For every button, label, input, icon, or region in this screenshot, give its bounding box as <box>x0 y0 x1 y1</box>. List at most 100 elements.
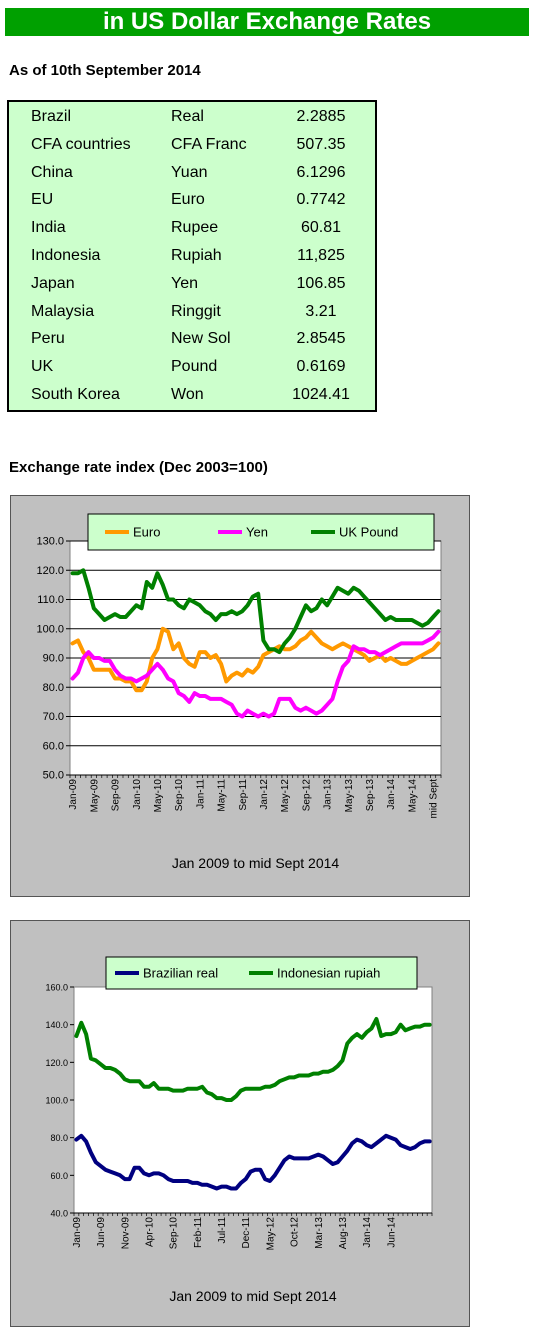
y-tick-label: 80.0 <box>43 682 64 694</box>
rate-value-cell: 106.85 <box>296 274 346 292</box>
rate-value-cell: 1024.41 <box>292 386 350 403</box>
x-tick-label: Sep-09 <box>111 779 122 812</box>
country-cell: Japan <box>31 274 75 292</box>
legend-label: UK Pound <box>339 525 398 540</box>
x-tick-label: Jan-14 <box>362 1217 373 1248</box>
rate-row: China Yuan 6.1296 <box>9 159 375 186</box>
x-tick-label: Aug-13 <box>338 1217 349 1250</box>
rate-value-cell: 507.35 <box>296 135 346 153</box>
currency-cell: CFA Franc <box>171 135 247 153</box>
page-title: in US Dollar Exchange Rates <box>5 8 529 36</box>
x-tick-label: May-13 <box>344 779 355 813</box>
series-line-indonesian-rupiah <box>74 1017 432 1102</box>
y-tick-label: 60.0 <box>43 740 64 752</box>
country-cell: South Korea <box>31 386 120 403</box>
x-tick-label: May-14 <box>407 779 418 813</box>
rate-row: Brazil Real 2.2885 <box>9 103 375 130</box>
index-heading: Exchange rate index (Dec 2003=100) <box>9 459 268 476</box>
x-tick-label: Oct-12 <box>290 1217 301 1247</box>
currency-cell: Rupee <box>171 219 219 237</box>
rate-value-cell: 11,825 <box>297 247 345 264</box>
rate-row: Japan Yen 106.85 <box>9 270 375 297</box>
x-tick-label: Jun-14 <box>386 1217 397 1248</box>
currency-cell: Yuan <box>171 163 208 181</box>
country-cell: Malaysia <box>31 302 95 320</box>
y-tick-label: 70.0 <box>43 711 64 723</box>
x-tick-label: Nov-09 <box>120 1217 131 1250</box>
rate-row: India Rupee 60.81 <box>9 214 375 241</box>
x-axis-label: Jan 2009 to mid Sept 2014 <box>169 1288 337 1304</box>
currency-cell: Won <box>171 386 204 403</box>
y-tick-label: 120.0 <box>45 1058 68 1068</box>
rate-value-cell: 60.81 <box>300 219 342 237</box>
rate-value-cell: 3.21 <box>305 302 337 320</box>
rate-row: Indonesia Rupiah 11,825 <box>9 242 375 269</box>
x-tick-label: Jul-11 <box>217 1217 228 1244</box>
legend-label: Brazilian real <box>143 966 218 981</box>
y-tick-label: 110.0 <box>37 594 64 606</box>
currency-cell: Euro <box>171 191 205 209</box>
x-tick-label: Jan-12 <box>259 779 270 810</box>
rate-row: Peru New Sol 2.8545 <box>9 325 375 352</box>
x-tick-label: Mar-13 <box>314 1217 325 1249</box>
y-tick-label: 60.0 <box>50 1171 68 1181</box>
rate-row: EU Euro 0.7742 <box>9 186 375 213</box>
chart-panel-1: 50.0 60.0 70.0 80.0 90.0 100.0 110.0 120.0 130.0… <box>10 495 470 897</box>
x-tick-label: May-10 <box>153 779 164 813</box>
rate-value-cell: 2.2885 <box>296 108 346 125</box>
country-cell: UK <box>31 358 54 376</box>
country-cell: Indonesia <box>31 247 101 264</box>
country-cell: Brazil <box>31 108 72 125</box>
x-tick-label: Sep-10 <box>169 1217 180 1250</box>
legend-label: Euro <box>133 525 160 540</box>
y-tick-label: 120.0 <box>36 565 64 577</box>
x-tick-label: Apr-10 <box>144 1217 155 1247</box>
exchange-rates-table: Brazil Real 2.2885 CFA countries CFA Franc 50… <box>7 100 377 412</box>
y-tick-label: 140.0 <box>45 1020 68 1030</box>
rate-row: South Korea Won 1024.41 <box>9 381 375 408</box>
y-tick-label: 160.0 <box>45 983 68 993</box>
x-tick-label: May-09 <box>89 779 100 813</box>
x-tick-label: Jan-09 <box>72 1217 83 1248</box>
currency-cell: Rupiah <box>171 247 222 264</box>
rate-row: CFA countries CFA Franc 507.35 <box>9 131 375 158</box>
country-cell: CFA countries <box>31 135 131 153</box>
x-tick-label: Jan-13 <box>323 779 334 810</box>
currency-cell: Ringgit <box>171 302 221 320</box>
x-tick-label: Jan-11 <box>195 779 206 809</box>
x-tick-label: Sep-13 <box>365 779 376 812</box>
rate-value-cell: 2.8545 <box>296 330 346 348</box>
country-cell: EU <box>31 191 54 209</box>
x-tick-label: Dec-11 <box>241 1217 252 1249</box>
y-tick-label: 100.0 <box>45 1096 68 1106</box>
country-cell: China <box>31 163 73 181</box>
legend-label: Yen <box>246 525 268 540</box>
currency-cell: Real <box>171 108 204 125</box>
series-line-uk-pound <box>70 568 441 655</box>
x-tick-label: Jun-09 <box>96 1217 107 1248</box>
x-tick-label: Sep-12 <box>301 779 312 812</box>
x-tick-label: May-11 <box>217 779 228 812</box>
country-cell: Peru <box>31 330 65 348</box>
emerging-currency-index-chart: 40.0 60.0 80.0 100.0 120.0 140.0 160.0 Jan-09 Ju… <box>45 956 433 1304</box>
currency-cell: Yen <box>171 274 198 292</box>
rate-row: Malaysia Ringgit 3.21 <box>9 298 375 325</box>
y-tick-label: 50.0 <box>43 770 64 782</box>
country-cell: India <box>31 219 66 237</box>
legend-box <box>87 513 435 551</box>
x-tick-label: mid Sept <box>429 779 440 819</box>
x-tick-label: Jan-14 <box>386 779 397 810</box>
rate-value-cell: 6.1296 <box>296 163 346 181</box>
y-tick-label: 130.0 <box>36 536 64 548</box>
as-of-date: As of 10th September 2014 <box>9 62 201 79</box>
currency-cell: Pound <box>171 358 218 376</box>
x-tick-label: Jan-10 <box>132 779 143 810</box>
rate-row: UK Pound 0.6169 <box>9 353 375 380</box>
exchange-rate-index-chart: 50.0 60.0 70.0 80.0 90.0 100.0 110.0 120.0 130.0… <box>36 513 442 871</box>
rate-value-cell: 0.7742 <box>296 191 346 209</box>
x-tick-label: Sep-10 <box>174 779 185 812</box>
x-tick-label: Feb-11 <box>193 1217 204 1248</box>
x-tick-label: Jan-09 <box>68 779 79 810</box>
rate-value-cell: 0.6169 <box>296 358 346 376</box>
chart-panel-2: 40.0 60.0 80.0 100.0 120.0 140.0 160.0 Jan-09 Ju… <box>10 920 470 1327</box>
